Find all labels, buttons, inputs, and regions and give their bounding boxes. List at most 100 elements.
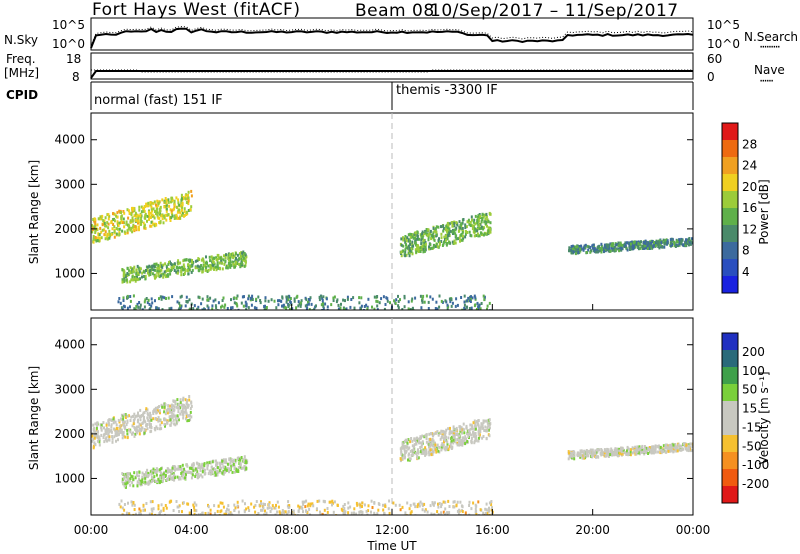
heat-cell [137, 411, 139, 415]
heat-cell [169, 423, 172, 427]
heat-cell [122, 217, 125, 221]
heat-cell [664, 241, 667, 245]
heat-cell [612, 246, 614, 250]
heat-cell [452, 427, 455, 431]
heat-cell [417, 246, 420, 250]
heat-cell [105, 436, 108, 440]
heat-cell [152, 467, 155, 471]
heat-cell [450, 304, 453, 308]
heat-cell [447, 233, 450, 237]
heat-cell [250, 502, 253, 506]
heat-cell [359, 503, 362, 507]
heat-cell [442, 227, 445, 230]
heat-cell [486, 421, 489, 425]
heat-cell [119, 221, 122, 224]
heat-cell [489, 422, 492, 426]
heat-cell [172, 399, 175, 403]
heat-cell [376, 308, 379, 310]
heat-cell [429, 443, 432, 447]
heat-cell [361, 501, 364, 505]
heat-cell [407, 447, 410, 451]
heat-cell [430, 432, 433, 436]
heat-cell [569, 248, 572, 252]
heat-cell [407, 438, 410, 442]
heat-cell [408, 457, 411, 461]
heat-cell [233, 254, 236, 258]
heat-cell [681, 243, 684, 247]
heat-cell [444, 234, 447, 238]
heat-cell [181, 410, 184, 414]
heat-cell [222, 458, 225, 462]
heat-cell [138, 478, 140, 481]
heat-cell [442, 500, 445, 504]
heat-cell [262, 502, 265, 506]
heat-cell [629, 245, 632, 249]
heat-cell [472, 421, 475, 425]
heat-cell [122, 473, 125, 476]
heat-cell [118, 502, 121, 506]
heat-cell [177, 208, 180, 212]
heat-cell [143, 415, 145, 419]
heat-cell [423, 238, 426, 242]
heat-cell [430, 453, 433, 457]
heat-cell [411, 307, 414, 310]
heat-cell [206, 464, 209, 468]
heat-cell [474, 222, 477, 226]
heat-cell [177, 201, 180, 205]
heat-cell [237, 308, 240, 310]
heat-cell [111, 227, 114, 231]
heat-cell [107, 438, 110, 442]
heat-cell [124, 482, 127, 485]
heat-cell [342, 504, 345, 508]
heat-cell [192, 503, 195, 507]
heat-cell [644, 246, 647, 250]
heat-cell [151, 500, 154, 504]
heat-cell [455, 503, 458, 507]
heat-cell [141, 471, 144, 475]
heat-cell [407, 233, 410, 237]
heat-cell [147, 480, 150, 484]
heat-cell [660, 241, 663, 245]
heat-cell [385, 296, 388, 300]
heat-cell [179, 204, 182, 208]
heat-cell [452, 438, 455, 442]
heat-cell [121, 221, 124, 224]
heat-cell [148, 269, 151, 273]
heat-cell [688, 241, 691, 245]
heat-cell [664, 450, 667, 454]
heat-cell [150, 418, 153, 422]
heat-cell [187, 209, 190, 212]
heat-cell [218, 261, 221, 265]
heat-cell [226, 307, 229, 310]
heat-cell [408, 254, 411, 258]
heat-cell [407, 246, 409, 250]
heat-cell [158, 481, 161, 485]
heat-cell [415, 442, 418, 446]
heat-cell [573, 452, 576, 455]
heat-cell [133, 508, 136, 511]
heat-cell [219, 267, 221, 271]
heat-cell [157, 416, 160, 420]
heat-cell [614, 449, 617, 453]
heat-cell [424, 453, 427, 457]
heat-cell [600, 453, 603, 457]
heat-cell [100, 433, 103, 437]
heat-cell [333, 500, 336, 504]
heat-cell [485, 502, 488, 506]
heat-cell [170, 216, 173, 220]
heat-cell [198, 296, 201, 300]
heat-cell [125, 423, 128, 427]
heat-cell [656, 242, 658, 246]
heat-cell [149, 414, 152, 418]
heat-cell [342, 298, 345, 302]
heat-cell [288, 504, 291, 507]
heat-cell [173, 269, 176, 272]
heat-cell [335, 300, 338, 304]
heat-cell [687, 449, 690, 453]
heat-cell [235, 469, 238, 473]
heat-cell [285, 295, 288, 299]
heat-cell [177, 406, 180, 410]
heat-cell [169, 469, 172, 473]
heat-cell [123, 425, 126, 429]
heat-cell [577, 451, 580, 455]
